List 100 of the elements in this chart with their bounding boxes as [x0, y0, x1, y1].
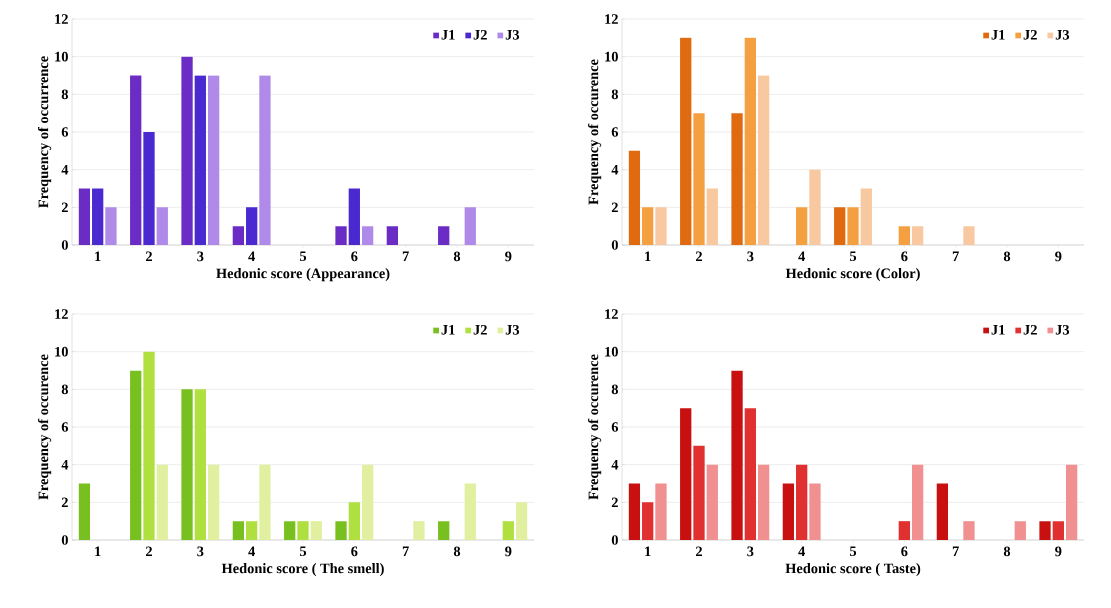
y-tick-label: 12 — [605, 14, 618, 24]
bar — [105, 207, 117, 245]
bar — [143, 351, 155, 540]
bar — [130, 75, 142, 245]
y-tick-label: 12 — [55, 14, 68, 24]
bar — [744, 37, 756, 245]
bar — [181, 389, 193, 540]
bar — [731, 370, 743, 540]
bar — [78, 188, 91, 245]
x-tick-label: 4 — [248, 546, 255, 557]
bar — [386, 226, 399, 245]
x-tick-label: 5 — [299, 546, 307, 557]
x-tick-label: 1 — [95, 251, 101, 262]
bar — [464, 207, 476, 245]
y-tick-label: 8 — [61, 384, 68, 395]
x-tick-label: 4 — [248, 251, 255, 262]
y-tick-label: 2 — [611, 202, 618, 213]
x-tick-label: 9 — [505, 546, 512, 557]
bar — [246, 207, 258, 245]
bar — [693, 113, 705, 245]
bar — [628, 150, 641, 245]
bar — [207, 464, 220, 540]
legend-label: J3 — [1055, 29, 1070, 40]
bar — [1039, 521, 1051, 540]
x-tick-label: 1 — [645, 251, 651, 262]
x-tick-label: 6 — [351, 251, 358, 262]
bar — [911, 226, 924, 245]
bar — [438, 226, 450, 245]
x-tick-label: 8 — [1003, 251, 1011, 262]
y-tick-label: 6 — [61, 127, 69, 137]
bar — [1052, 521, 1064, 540]
bar — [1065, 464, 1078, 540]
x-tick-label: 9 — [1055, 251, 1062, 262]
bar — [655, 483, 667, 540]
legend-label: J1 — [441, 29, 455, 40]
legend-label: J2 — [1023, 324, 1037, 335]
y-tick-label: 4 — [61, 164, 69, 175]
bar — [246, 521, 258, 540]
bar — [796, 207, 808, 245]
bar — [515, 502, 528, 540]
y-tick-label: 10 — [55, 346, 68, 357]
bar — [757, 75, 770, 245]
bar — [860, 188, 872, 245]
x-tick-label: 3 — [197, 546, 204, 557]
bar — [809, 169, 821, 245]
y-tick-label: 0 — [611, 535, 618, 545]
x-tick-label: 5 — [849, 251, 857, 262]
x-tick-label: 2 — [696, 546, 702, 557]
x-tick-label: 8 — [1003, 546, 1011, 557]
bar — [834, 207, 846, 245]
x-tick-label: 6 — [901, 251, 908, 262]
y-tick-label: 8 — [61, 89, 68, 100]
legend-label: J1 — [991, 324, 1005, 335]
y-axis-title: Frequency of occurrence — [37, 56, 52, 208]
bar — [361, 226, 374, 245]
x-tick-label: 7 — [402, 251, 409, 261]
x-tick-label: 3 — [747, 251, 754, 262]
bar — [502, 521, 514, 540]
bar — [348, 188, 360, 245]
bar — [348, 502, 360, 540]
bar — [194, 389, 206, 540]
y-tick-label: 2 — [61, 202, 68, 213]
y-tick-label: 10 — [605, 346, 618, 357]
bar — [693, 445, 705, 540]
legend-label: J2 — [473, 324, 487, 335]
x-tick-label: 5 — [849, 546, 857, 557]
y-tick-label: 0 — [61, 240, 68, 250]
legend-label: J1 — [991, 29, 1005, 40]
x-tick-label: 2 — [696, 251, 702, 262]
y-tick-label: 10 — [55, 51, 68, 62]
x-tick-label: 7 — [952, 546, 959, 556]
bar — [297, 521, 309, 540]
y-axis-title: Frequency of occurence — [587, 59, 602, 205]
bar — [156, 207, 168, 245]
x-tick-label: 6 — [901, 546, 908, 557]
legend-label: J3 — [505, 29, 520, 40]
x-axis-title: Hedonic score ( The smell) — [221, 563, 384, 577]
bar — [706, 464, 718, 540]
y-axis-title: Frequency of occurence — [587, 354, 602, 500]
bar — [259, 464, 271, 540]
bar — [335, 521, 347, 540]
x-tick-label: 4 — [798, 251, 805, 262]
x-tick-label: 9 — [505, 251, 512, 262]
x-axis-title: Hedonic score ( Taste) — [785, 563, 921, 577]
bar — [782, 483, 795, 540]
x-tick-label: 7 — [402, 546, 409, 556]
bar — [284, 521, 296, 540]
y-axis-title: Frequency of occurence — [37, 354, 52, 500]
y-tick-label: 12 — [605, 309, 618, 319]
y-tick-label: 6 — [611, 422, 619, 432]
bar — [911, 464, 924, 540]
x-tick-label: 7 — [952, 251, 959, 261]
x-tick-label: 9 — [1055, 546, 1062, 557]
legend-label: J1 — [441, 324, 455, 335]
y-tick-label: 2 — [61, 497, 68, 508]
x-tick-label: 4 — [798, 546, 805, 557]
bar — [207, 75, 220, 245]
bar — [898, 521, 910, 540]
x-tick-label: 6 — [351, 546, 358, 557]
bar — [963, 521, 975, 540]
